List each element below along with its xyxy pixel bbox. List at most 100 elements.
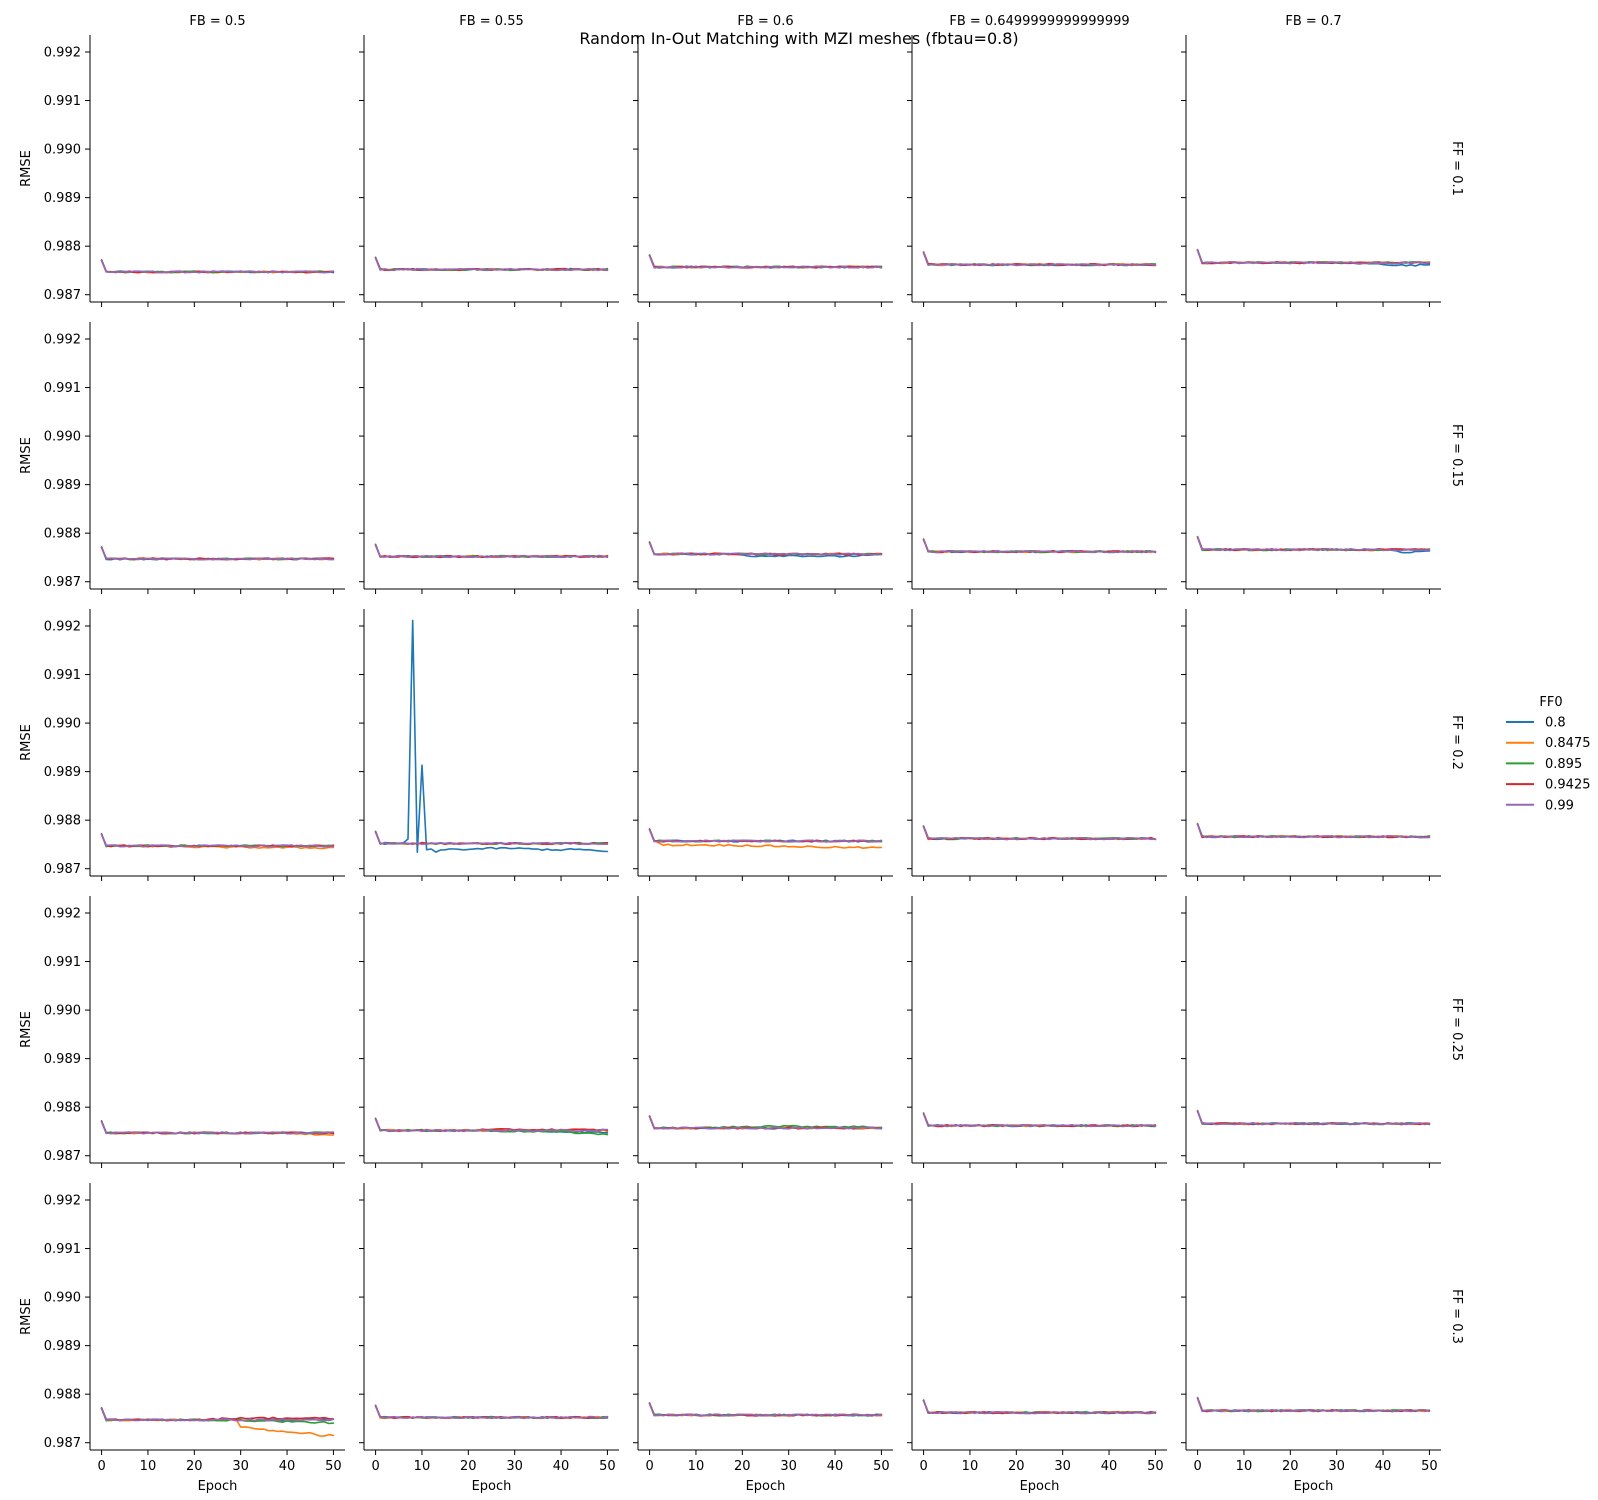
- y-axis-label: RMSE: [19, 1011, 34, 1048]
- legend-label-0_9425: 0.9425: [1545, 778, 1591, 793]
- x-tick-label: 30: [780, 1459, 797, 1474]
- y-tick-label: 0.992: [44, 619, 81, 634]
- x-tick-label: 50: [325, 1459, 342, 1474]
- x-tick-label: 30: [1054, 1459, 1071, 1474]
- y-tick-label: 0.992: [44, 45, 81, 60]
- x-tick-label: 40: [553, 1459, 570, 1474]
- y-axis-label: RMSE: [19, 1298, 34, 1335]
- x-tick-label: 10: [688, 1459, 705, 1474]
- y-tick-label: 0.989: [44, 765, 81, 780]
- y-tick-label: 0.991: [44, 1242, 81, 1257]
- column-title: FB = 0.7: [1285, 14, 1341, 29]
- legend-label-0_99: 0.99: [1545, 798, 1574, 813]
- y-tick-label: 0.987: [44, 1436, 81, 1451]
- panel-r4-c1: 0 10 20 30 40 50 Epoch: [359, 1183, 619, 1494]
- panel-r0-c4: FB = 0.7 FF = 0.1: [1181, 14, 1464, 307]
- y-tick-label: 0.987: [44, 1149, 81, 1164]
- panel-r1-c1: [359, 322, 619, 594]
- y-tick-label: 0.992: [44, 1193, 81, 1208]
- series-line-0_99-r1-c2: [648, 542, 883, 556]
- column-title: FB = 0.55: [459, 14, 524, 29]
- panel-r2-c1: [359, 609, 619, 881]
- y-axis-label: RMSE: [19, 150, 34, 187]
- panel-r3-c0: 0.987 0.988 0.989 0.990 0.991 0.992 RMSE: [19, 896, 345, 1168]
- y-tick-label: 0.988: [44, 1388, 81, 1403]
- series-line-0_99-r2-c2: [648, 829, 883, 843]
- x-tick-label: 0: [97, 1459, 105, 1474]
- x-tick-label: 10: [140, 1459, 157, 1474]
- x-tick-label: 20: [460, 1459, 477, 1474]
- legend-label-0_895: 0.895: [1545, 757, 1582, 772]
- y-tick-label: 0.992: [44, 332, 81, 347]
- series-line-0_8475-r1-c0: [100, 546, 335, 561]
- panel-r2-c4: FF = 0.2: [1181, 609, 1464, 881]
- y-tick-label: 0.989: [44, 1052, 81, 1067]
- series-line-0_8475-r2-c2: [648, 828, 883, 849]
- y-axis-label: RMSE: [19, 437, 34, 474]
- y-tick-label: 0.990: [44, 1004, 81, 1019]
- x-tick-label: 40: [279, 1459, 296, 1474]
- panel-r1-c2: [633, 322, 893, 594]
- legend-label-0_8475: 0.8475: [1545, 736, 1591, 751]
- series-line-0_9425-r1-c4: [1196, 536, 1431, 552]
- x-tick-label: 30: [506, 1459, 523, 1474]
- panel-r4-c4: 0 10 20 30 40 50 FF = 0.3 Epoch: [1181, 1183, 1464, 1494]
- y-tick-label: 0.989: [44, 478, 81, 493]
- series-line-0_99-r1-c0: [100, 546, 335, 561]
- row-title: FF = 0.1: [1449, 141, 1464, 196]
- x-tick-label: 20: [1008, 1459, 1025, 1474]
- x-tick-label: 40: [827, 1459, 844, 1474]
- x-axis-label: Epoch: [472, 1479, 512, 1494]
- series-line-0_895-r2-c2: [648, 828, 883, 843]
- series-line-0_99-r3-c1: [374, 1118, 609, 1133]
- series-line-0_99-r4-c0: [100, 1407, 335, 1422]
- series-line-0_99-r3-c3: [922, 1113, 1157, 1128]
- legend-title: FF0: [1539, 695, 1562, 710]
- y-tick-label: 0.987: [44, 575, 81, 590]
- row-title: FF = 0.15: [1449, 424, 1464, 487]
- y-tick-label: 0.987: [44, 288, 81, 303]
- x-tick-label: 30: [232, 1459, 249, 1474]
- x-tick-label: 10: [962, 1459, 979, 1474]
- y-tick-label: 0.991: [44, 668, 81, 683]
- panel-r2-c3: [907, 609, 1167, 881]
- row-title: FF = 0.3: [1449, 1289, 1464, 1344]
- panel-grid: 0.987 0.988 0.989 0.990 0.991 0.992 FB = 0.5 RM…: [19, 14, 1464, 1494]
- column-title: FB = 0.5: [189, 14, 245, 29]
- y-tick-label: 0.988: [44, 240, 81, 255]
- series-line-0_99-r4-c3: [922, 1400, 1157, 1415]
- column-title: FB = 0.6: [737, 14, 793, 29]
- y-tick-label: 0.989: [44, 1339, 81, 1354]
- series-line-0_895-r4-c3: [922, 1399, 1157, 1415]
- series-line-0_99-r1-c1: [374, 544, 609, 559]
- series-line-0_99-r1-c3: [922, 539, 1157, 554]
- panel-r1-c3: [907, 322, 1167, 594]
- series-line-0_8475-r3-c3: [922, 1112, 1157, 1128]
- series-line-0_99-r0-c0: [100, 259, 335, 274]
- y-tick-label: 0.990: [44, 430, 81, 445]
- series-line-0_99-r2-c0: [100, 833, 335, 848]
- panel-r0-c0: 0.987 0.988 0.989 0.990 0.991 0.992 FB = 0.5 RM…: [19, 14, 345, 307]
- y-tick-label: 0.990: [44, 143, 81, 158]
- series-line-0_99-r3-c0: [100, 1120, 335, 1135]
- x-tick-label: 20: [1282, 1459, 1299, 1474]
- series-line-0_99-r2-c4: [1196, 823, 1431, 839]
- panel-r2-c0: 0.987 0.988 0.989 0.990 0.991 0.992 RMSE: [19, 609, 345, 881]
- y-tick-label: 0.991: [44, 94, 81, 109]
- y-tick-label: 0.989: [44, 191, 81, 206]
- series-line-0_99-r1-c4: [1196, 536, 1431, 552]
- x-tick-label: 20: [734, 1459, 751, 1474]
- x-tick-label: 10: [1236, 1459, 1253, 1474]
- x-tick-label: 50: [873, 1459, 890, 1474]
- series-line-0_99-r3-c4: [1196, 1110, 1431, 1126]
- panel-r1-c0: 0.987 0.988 0.989 0.990 0.991 0.992 RMSE: [19, 322, 345, 594]
- x-tick-label: 50: [1421, 1459, 1438, 1474]
- column-title: FB = 0.6499999999999999: [949, 14, 1129, 29]
- y-tick-label: 0.987: [44, 862, 81, 877]
- y-tick-label: 0.988: [44, 1101, 81, 1116]
- x-tick-label: 50: [599, 1459, 616, 1474]
- legend: FF0 0.8 0.8475 0.895 0.9425 0.99: [1506, 695, 1591, 813]
- y-tick-label: 0.991: [44, 955, 81, 970]
- x-tick-label: 0: [919, 1459, 927, 1474]
